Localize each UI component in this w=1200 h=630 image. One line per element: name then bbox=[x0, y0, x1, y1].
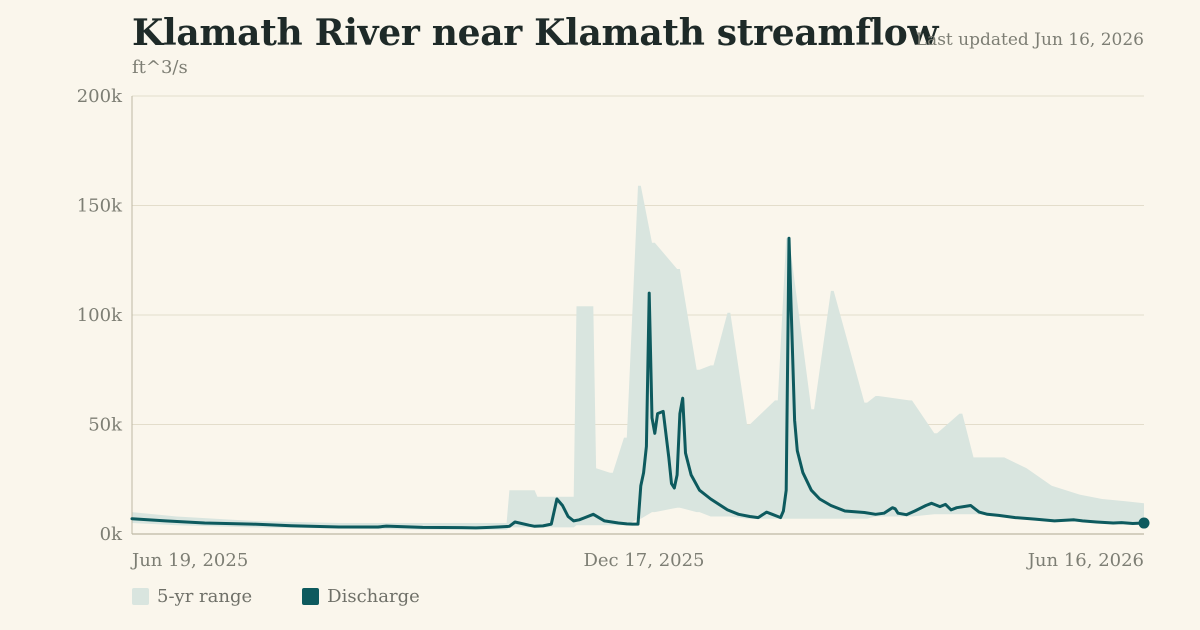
legend-label-discharge: Discharge bbox=[327, 586, 420, 607]
y-tick-label: 100k bbox=[77, 305, 123, 326]
discharge-line bbox=[130, 236, 1146, 530]
range-band bbox=[132, 185, 1144, 530]
x-tick-label: Jun 16, 2026 bbox=[1026, 550, 1144, 571]
range-swatch-icon bbox=[132, 588, 149, 605]
y-tick-label: 50k bbox=[88, 415, 123, 436]
unit-label: ft^3/s bbox=[132, 57, 188, 78]
y-tick-label: 200k bbox=[77, 86, 123, 107]
legend-item-discharge[interactable]: Discharge bbox=[302, 586, 420, 607]
x-tick-label: Jun 19, 2025 bbox=[130, 550, 248, 571]
legend-item-range[interactable]: 5-yr range bbox=[132, 586, 252, 607]
x-tick-label: Dec 17, 2025 bbox=[583, 550, 704, 571]
discharge-swatch-icon bbox=[302, 588, 320, 605]
y-tick-label: 0k bbox=[100, 524, 123, 545]
y-tick-label: 150k bbox=[77, 196, 123, 217]
latest-point-marker bbox=[1138, 517, 1150, 529]
legend: 5-yr range Discharge bbox=[132, 586, 470, 607]
last-updated: Last updated Jun 16, 2026 bbox=[915, 30, 1144, 50]
legend-label-range: 5-yr range bbox=[157, 586, 253, 607]
chart-title: Klamath River near Klamath streamflow bbox=[132, 12, 939, 54]
